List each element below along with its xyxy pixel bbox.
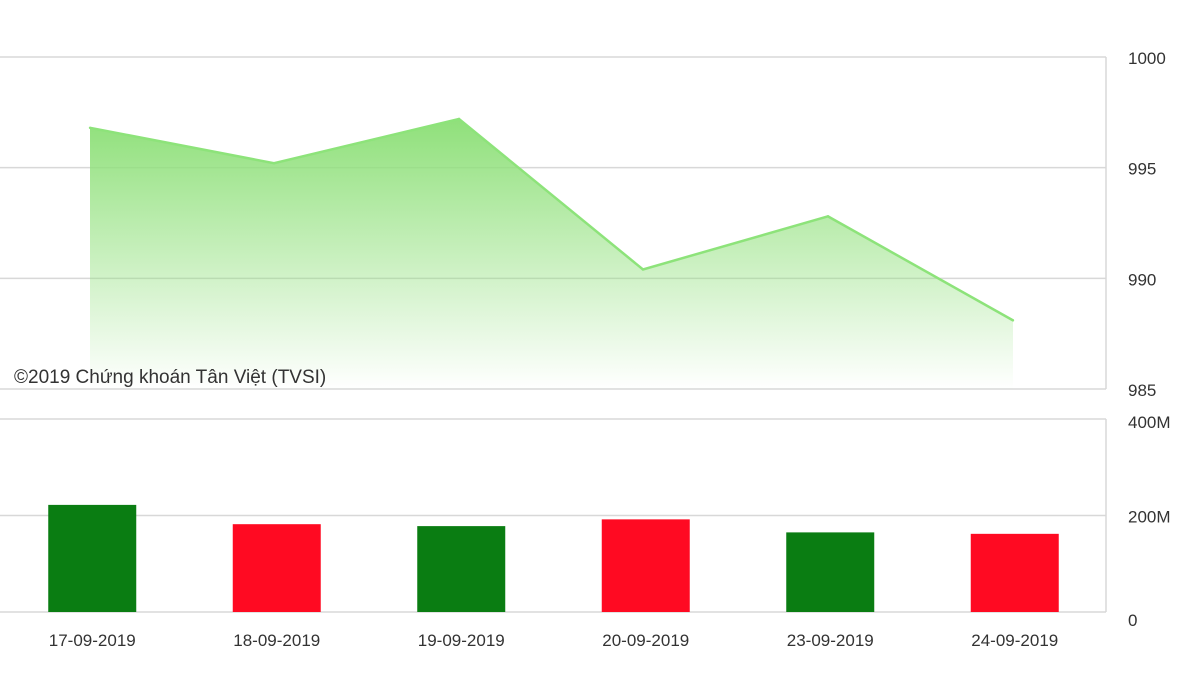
price-y-tick-label: 1000	[1128, 49, 1166, 68]
x-tick-label: 18-09-2019	[233, 631, 320, 650]
price-series-line	[89, 117, 1014, 322]
volume-bar-20-09-2019	[601, 519, 690, 612]
price-y-tick-label: 995	[1128, 160, 1156, 179]
volume-bar-24-09-2019	[970, 533, 1059, 612]
price-point-18-09-2019	[272, 162, 276, 165]
x-tick-label: 24-09-2019	[971, 631, 1058, 650]
watermark: ©2019 Chứng khoán Tân Việt (TVSI)	[14, 367, 326, 388]
price-point-17-09-2019	[88, 126, 92, 130]
volume-bar-19-09-2019	[417, 526, 506, 612]
volume-y-tick-label: 200M	[1128, 508, 1171, 527]
volume-y-tick-label: 0	[1128, 611, 1137, 630]
volume-bar-18-09-2019	[232, 524, 321, 612]
volume-bar-17-09-2019	[48, 504, 137, 612]
price-area-fill	[90, 118, 1013, 390]
price-point-20-09-2019	[641, 268, 645, 271]
price-y-tick-label: 990	[1128, 270, 1156, 289]
x-tick-label: 19-09-2019	[418, 631, 505, 650]
volume-panel: 400M 200M 0	[0, 413, 1171, 630]
price-panel: 1000 995 990 985	[0, 49, 1166, 400]
x-tick-label: 17-09-2019	[49, 631, 136, 650]
volume-bar-23-09-2019	[786, 532, 875, 612]
price-point-19-09-2019	[457, 117, 461, 121]
price-point-24-09-2019	[1011, 319, 1015, 322]
price-point-23-09-2019	[826, 215, 830, 218]
x-axis: 17-09-2019 18-09-2019 19-09-2019 20-09-2019…	[49, 631, 1058, 650]
price-y-tick-label: 985	[1128, 381, 1156, 400]
x-tick-label: 23-09-2019	[787, 631, 874, 650]
volume-y-tick-label: 400M	[1128, 413, 1171, 432]
x-tick-label: 20-09-2019	[602, 631, 689, 650]
